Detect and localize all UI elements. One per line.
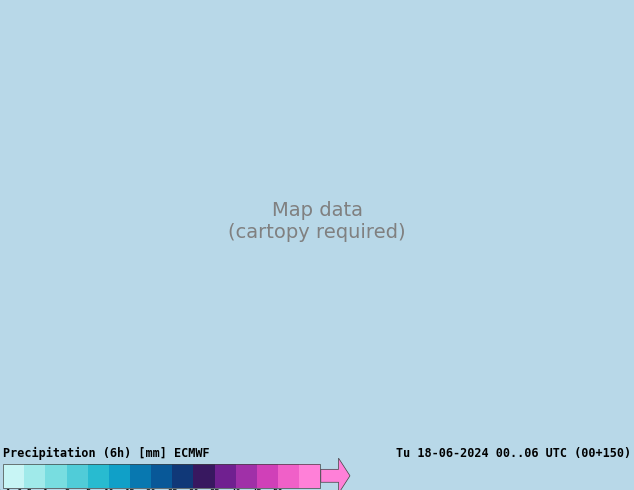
Text: 40: 40: [230, 489, 241, 490]
Text: 0.5: 0.5: [16, 489, 32, 490]
Text: 20: 20: [146, 489, 157, 490]
Text: 1: 1: [42, 489, 48, 490]
Text: 30: 30: [188, 489, 198, 490]
Text: 45: 45: [252, 489, 262, 490]
Text: 5: 5: [85, 489, 91, 490]
Text: 50: 50: [273, 489, 283, 490]
Text: Tu 18-06-2024 00..06 UTC (00+150): Tu 18-06-2024 00..06 UTC (00+150): [396, 447, 631, 460]
Text: 25: 25: [167, 489, 178, 490]
Text: 2: 2: [64, 489, 69, 490]
Text: Map data
(cartopy required): Map data (cartopy required): [228, 201, 406, 242]
Text: 0.1: 0.1: [0, 489, 11, 490]
Text: 15: 15: [125, 489, 135, 490]
Text: Precipitation (6h) [mm] ECMWF: Precipitation (6h) [mm] ECMWF: [3, 447, 210, 460]
Text: 35: 35: [209, 489, 220, 490]
Text: 10: 10: [103, 489, 114, 490]
